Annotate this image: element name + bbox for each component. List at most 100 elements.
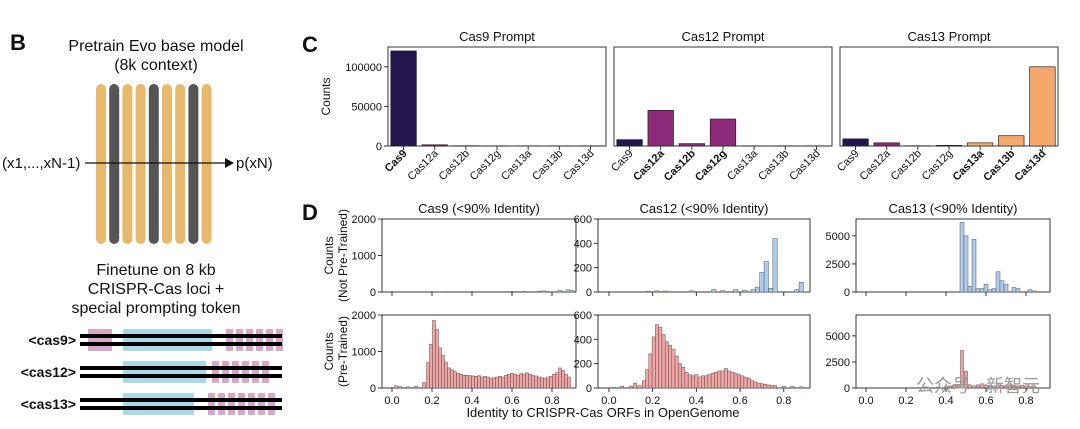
chart-8: 0 2500 5000 0.0 0.2 0.4 0.6 0.8 [826, 314, 1051, 407]
histogram-bin [1012, 385, 1016, 389]
crispr-array-unit [208, 393, 215, 415]
chart-0: Cas9 Prompt050000100000CountsCas9Cas12aC… [319, 29, 607, 183]
bar-cas12g [709, 118, 737, 147]
x-tick-label: 0.4 [938, 395, 953, 407]
arrow-head-icon [225, 158, 234, 168]
histogram-bin [492, 377, 496, 389]
y-tick-label: 2000 [352, 310, 376, 322]
crispr-array-unit [242, 361, 249, 383]
panel-d-letter: D [302, 200, 318, 225]
histogram-bin [733, 373, 738, 389]
chart-title: Cas12 Prompt [681, 29, 764, 44]
histogram-bin [968, 384, 972, 389]
histogram-bin [546, 376, 550, 389]
pretrain-title-line1: Pretrain Evo base model [68, 38, 243, 55]
x-tick-label: 0.2 [424, 395, 439, 407]
histogram-bin [768, 288, 774, 293]
crispr-array-unit [246, 329, 253, 351]
x-tick-label: 0.6 [504, 395, 519, 407]
histogram-bin [474, 376, 478, 389]
locus-2: <cas13> [21, 393, 282, 415]
histogram-bin [1020, 385, 1024, 389]
histogram-bin [486, 376, 490, 389]
histogram-bin [790, 385, 795, 389]
crispr-array-unit [266, 329, 273, 351]
accessory-block [88, 329, 112, 351]
locus-1: <cas12> [21, 361, 282, 383]
crispr-array-unit [248, 393, 255, 415]
histogram-bin [711, 289, 717, 293]
histogram-bin [988, 385, 992, 389]
histogram-bin [664, 341, 669, 389]
histogram-bin [995, 271, 1001, 293]
y-tick-label: 1000 [352, 251, 376, 263]
locus-0: <cas9> [29, 329, 283, 351]
histogram-bin [674, 356, 679, 389]
x-tick-label: 0.6 [732, 395, 747, 407]
chart-5: Cas13 (<90% Identity) 0 2500 5000 [826, 201, 1051, 299]
y-tick-label: 400 [574, 334, 592, 346]
x-tick-label: 0.0 [384, 395, 399, 407]
histogram-bin [750, 380, 754, 389]
histogram-bin [398, 386, 402, 389]
histogram-bin [513, 373, 517, 389]
x-tick-label: 0.8 [1018, 395, 1033, 407]
x-tick-label: 0.2 [898, 395, 913, 407]
histogram-bin [468, 375, 472, 389]
bar-cas13d [1029, 66, 1056, 147]
x-tick-label: 0.8 [544, 395, 559, 407]
histogram-bin [980, 383, 984, 389]
model-column-3 [135, 84, 146, 244]
dna-strand-bottom [80, 406, 282, 410]
histogram-bin [495, 376, 499, 389]
x-category-label: Cas12g [693, 148, 729, 184]
x-category-label: Cas13d [787, 148, 822, 183]
histogram-bin [678, 363, 682, 389]
histogram-bin [707, 374, 712, 389]
crispr-array-unit [222, 361, 229, 383]
y-tick-label: 400 [574, 238, 592, 250]
bar-cas13a [967, 142, 994, 147]
histogram-bin [1031, 290, 1037, 293]
histogram-bin [504, 374, 508, 389]
plot-frame [839, 46, 1059, 147]
histogram-bin [996, 384, 1000, 389]
histogram-bin [694, 374, 699, 389]
histogram-bin [971, 238, 977, 293]
histogram-bin [645, 369, 650, 389]
histogram-bin [773, 385, 777, 389]
histogram-bin [1000, 385, 1004, 389]
x-category-label: Cas12a [631, 147, 667, 183]
histogram-bin [565, 289, 571, 293]
histogram-bin [1016, 385, 1020, 389]
histogram-bin [516, 374, 520, 389]
bar-cas12a [873, 142, 900, 147]
histogram-bin [1008, 384, 1012, 389]
histogram-bin [528, 373, 532, 389]
cas-gene-block [123, 393, 194, 415]
histogram-bin [525, 372, 529, 389]
histogram-bin [480, 376, 484, 389]
histogram-bin [1028, 386, 1032, 389]
histogram-bin [567, 376, 571, 389]
histogram-bin [429, 343, 433, 389]
x-category-label: Cas9 [835, 148, 862, 175]
histogram-bin [999, 280, 1005, 293]
histogram-bin [733, 289, 739, 293]
y-tick-label: 0 [376, 141, 382, 153]
y-tick-label: 0 [370, 383, 376, 395]
histogram-bin [704, 375, 709, 389]
bar-cas12b [678, 143, 705, 147]
histogram-bin [432, 320, 436, 389]
y-axis-label: Counts(Not Pre-Trained) [322, 209, 350, 302]
cas-gene-block [123, 329, 212, 351]
y-tick-label: 600 [574, 310, 592, 322]
crispr-array-unit [262, 361, 269, 383]
histogram-bin [689, 290, 695, 293]
crispr-array-unit [228, 393, 235, 415]
x-tick-label: 0.0 [601, 395, 616, 407]
bar-cas9 [390, 50, 417, 147]
x-tick-label: 0.8 [776, 395, 791, 407]
